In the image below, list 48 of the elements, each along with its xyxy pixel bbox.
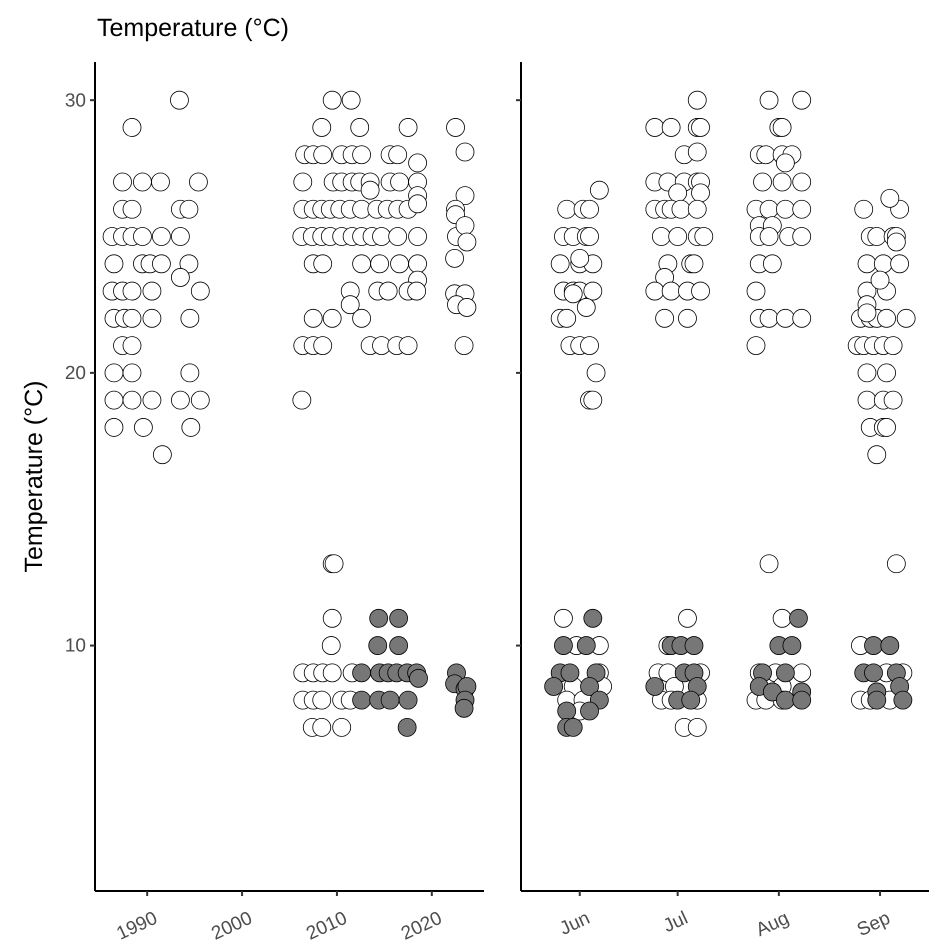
point xyxy=(409,668,428,688)
chart-title: Temperature (°C) xyxy=(97,14,289,42)
point xyxy=(368,636,388,655)
point xyxy=(688,677,707,696)
point xyxy=(583,608,602,628)
x-tick-label: Sep xyxy=(854,908,894,942)
x-tick-label: Jul xyxy=(660,908,692,938)
point xyxy=(389,608,408,628)
point xyxy=(792,690,812,710)
point xyxy=(789,608,808,628)
point xyxy=(369,608,388,628)
point xyxy=(564,718,583,737)
y-tick-label: 20 xyxy=(64,362,86,384)
point xyxy=(398,718,417,737)
point xyxy=(389,636,408,655)
x-tick-label: 1990 xyxy=(113,908,161,945)
x-tick-label: 2010 xyxy=(303,908,350,945)
point xyxy=(352,663,372,682)
x-tick-label: 2020 xyxy=(398,908,446,945)
x-tick-label: Aug xyxy=(752,908,792,942)
point xyxy=(576,636,596,655)
x-tick-label: 2000 xyxy=(208,908,256,945)
point xyxy=(380,690,400,710)
point xyxy=(544,677,564,696)
point xyxy=(398,690,418,710)
point xyxy=(560,663,580,682)
y-tick-label: 30 xyxy=(64,90,86,112)
point xyxy=(454,698,474,718)
point xyxy=(681,690,700,710)
point xyxy=(893,690,912,710)
point xyxy=(352,690,372,710)
point xyxy=(782,636,802,655)
point xyxy=(880,636,900,655)
point xyxy=(557,702,576,720)
point xyxy=(776,690,795,710)
x-tick-label: Jun xyxy=(556,908,594,940)
y-axis-title: Temperature (°C) xyxy=(20,380,48,572)
point xyxy=(867,690,886,710)
point xyxy=(776,663,795,682)
point xyxy=(580,677,599,696)
point xyxy=(864,636,883,655)
point xyxy=(762,682,782,702)
point xyxy=(684,636,704,655)
point xyxy=(580,702,599,720)
point xyxy=(645,677,664,696)
point xyxy=(554,636,573,655)
point xyxy=(864,663,883,682)
y-tick-label: 10 xyxy=(64,636,86,657)
